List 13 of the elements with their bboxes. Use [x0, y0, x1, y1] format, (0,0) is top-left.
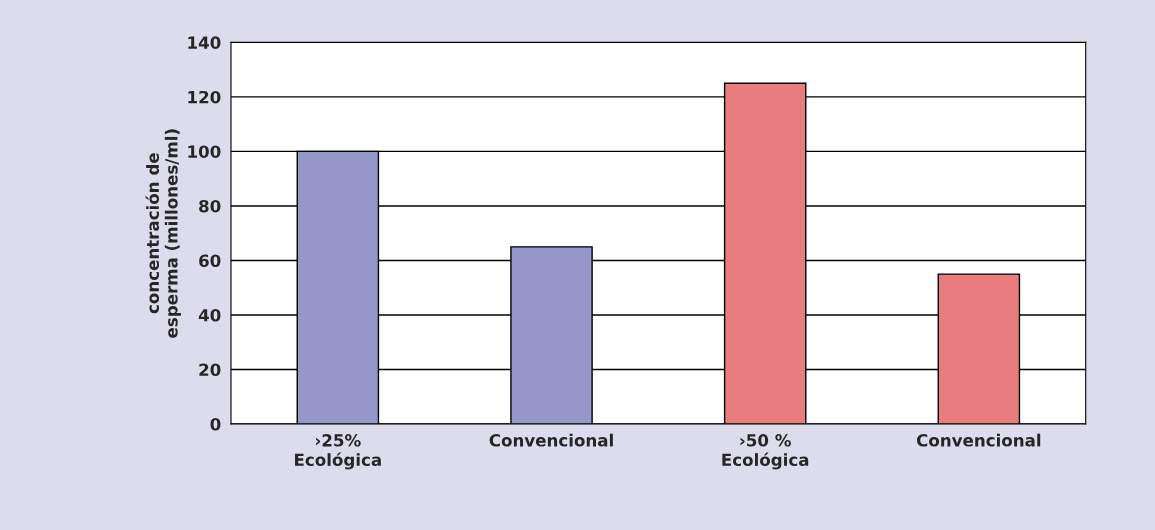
y-tick-label: 20 [199, 363, 221, 377]
x-tick-label: Convencional [489, 433, 613, 447]
x-tick-label: Convencional [916, 433, 1041, 447]
y-axis-title: concentración de esperma (millones/ml) [145, 129, 181, 338]
y-tick-label: 120 [188, 90, 221, 104]
y-tick-label: 140 [188, 36, 221, 49]
x-tick-label: ›50 % Ecológica [722, 434, 809, 470]
y-tick-label: 60 [199, 254, 221, 268]
y-tick-label: 0 [210, 417, 221, 431]
x-tick-label: ›25% Ecológica [295, 434, 381, 470]
y-tick-label: 40 [198, 308, 221, 322]
y-tick-label: 100 [188, 145, 221, 158]
y-tick-label: 80 [199, 199, 221, 213]
